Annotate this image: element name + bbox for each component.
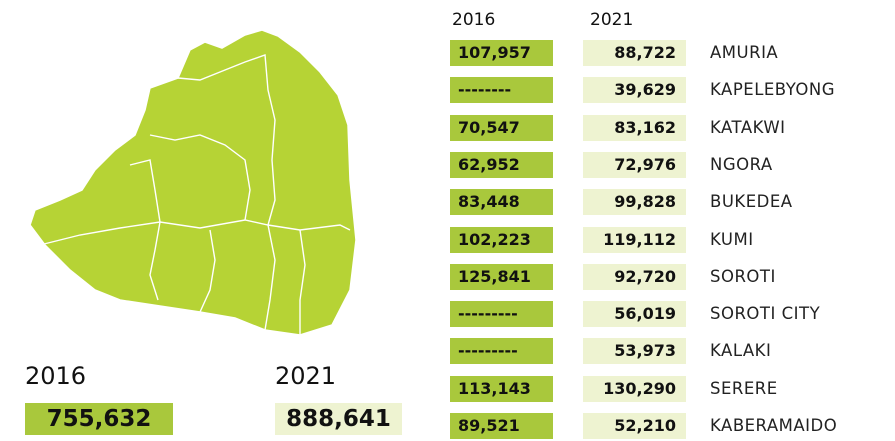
value-2021: 119,112	[583, 226, 686, 253]
value-2021: 130,290	[583, 375, 686, 402]
district-name: KALAKI	[710, 341, 772, 361]
value-2016: ---------	[450, 338, 553, 365]
district-name: NGORA	[710, 154, 773, 174]
district-name: SOROTI	[710, 266, 776, 286]
value-2021: 83,162	[583, 114, 686, 141]
value-2021: 88,722	[583, 40, 686, 66]
value-2016: 113,143	[450, 375, 553, 402]
value-2016: 107,957	[450, 40, 553, 66]
total-value: 755,632	[25, 403, 173, 435]
value-2016: 83,448	[450, 189, 553, 216]
value-2021: 53,973	[583, 338, 686, 365]
value-2016: 89,521	[450, 413, 553, 439]
district-name: BUKEDEA	[710, 192, 793, 212]
district-name: KUMI	[710, 229, 754, 249]
value-2016: ---------	[450, 301, 553, 328]
value-2021: 56,019	[583, 301, 686, 328]
district-name: KATAKWI	[710, 117, 786, 137]
district-name: KABERAMAIDO	[710, 416, 838, 435]
value-2016: 70,547	[450, 114, 553, 141]
total-value: 888,641	[275, 403, 402, 435]
district-map	[29, 29, 357, 336]
value-2021: 52,210	[583, 413, 686, 439]
value-2016: 102,223	[450, 226, 553, 253]
header-2021: 2021	[590, 10, 634, 30]
value-2016: 62,952	[450, 151, 553, 178]
value-2021: 99,828	[583, 189, 686, 216]
district-name: SOROTI CITY	[710, 304, 821, 324]
value-2016: 125,841	[450, 263, 553, 290]
district-name: KAPELEBYONG	[710, 80, 836, 100]
header-2016: 2016	[452, 10, 496, 30]
total-year: 2016	[25, 362, 87, 390]
district-name: AMURIA	[710, 43, 779, 62]
value-2021: 72,976	[583, 151, 686, 178]
total-year: 2021	[275, 362, 337, 390]
value-2021: 92,720	[583, 263, 686, 290]
value-2021: 39,629	[583, 77, 686, 104]
value-2016: --------	[450, 77, 553, 104]
district-name: SERERE	[710, 378, 778, 398]
